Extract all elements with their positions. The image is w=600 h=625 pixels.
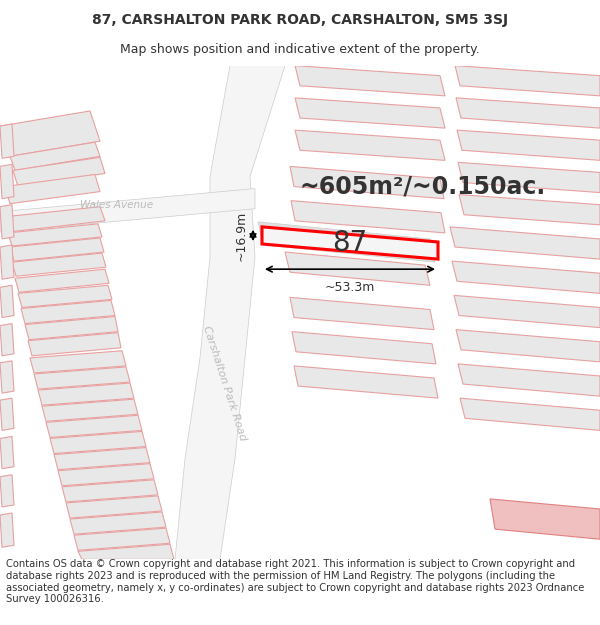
Polygon shape: [54, 448, 150, 470]
Polygon shape: [291, 201, 445, 233]
Polygon shape: [5, 207, 105, 232]
Polygon shape: [0, 111, 100, 156]
Polygon shape: [456, 98, 600, 128]
Polygon shape: [0, 189, 255, 232]
Polygon shape: [21, 301, 115, 324]
Polygon shape: [262, 227, 438, 259]
Polygon shape: [0, 513, 14, 548]
Polygon shape: [458, 364, 600, 396]
Polygon shape: [0, 204, 14, 239]
Polygon shape: [295, 66, 445, 96]
Polygon shape: [0, 124, 14, 158]
Polygon shape: [0, 436, 14, 469]
Polygon shape: [460, 398, 600, 431]
Text: Carshalton Park Road: Carshalton Park Road: [200, 324, 247, 442]
Polygon shape: [15, 269, 109, 292]
Polygon shape: [42, 399, 138, 421]
Polygon shape: [8, 224, 102, 246]
Polygon shape: [38, 383, 134, 405]
Polygon shape: [34, 367, 130, 389]
Polygon shape: [0, 361, 14, 393]
Polygon shape: [456, 329, 600, 362]
Polygon shape: [295, 130, 445, 161]
Polygon shape: [10, 238, 104, 261]
Polygon shape: [458, 162, 600, 192]
Polygon shape: [74, 528, 170, 550]
Polygon shape: [258, 222, 435, 262]
Polygon shape: [13, 158, 105, 186]
Polygon shape: [18, 285, 112, 308]
Polygon shape: [0, 245, 14, 279]
Polygon shape: [0, 285, 14, 318]
Polygon shape: [70, 512, 166, 534]
Polygon shape: [457, 130, 600, 161]
Polygon shape: [285, 252, 430, 285]
Polygon shape: [58, 464, 154, 486]
Polygon shape: [78, 544, 174, 559]
Text: Map shows position and indicative extent of the property.: Map shows position and indicative extent…: [120, 42, 480, 56]
Polygon shape: [294, 366, 438, 398]
Polygon shape: [0, 398, 14, 431]
Text: Wales Avenue: Wales Avenue: [80, 199, 153, 209]
Polygon shape: [12, 253, 106, 276]
Polygon shape: [450, 227, 600, 259]
Polygon shape: [28, 332, 121, 356]
Polygon shape: [459, 194, 600, 225]
Polygon shape: [46, 415, 142, 437]
Polygon shape: [25, 316, 118, 340]
Text: ~16.9m: ~16.9m: [235, 210, 248, 261]
Polygon shape: [290, 298, 434, 329]
Text: ~605m²/~0.150ac.: ~605m²/~0.150ac.: [300, 174, 546, 199]
Polygon shape: [0, 324, 14, 356]
Polygon shape: [295, 98, 445, 128]
Polygon shape: [292, 332, 436, 364]
Polygon shape: [0, 164, 14, 199]
Polygon shape: [0, 475, 14, 507]
Polygon shape: [454, 296, 600, 328]
Polygon shape: [455, 66, 600, 96]
Text: 87, CARSHALTON PARK ROAD, CARSHALTON, SM5 3SJ: 87, CARSHALTON PARK ROAD, CARSHALTON, SM…: [92, 12, 508, 27]
Polygon shape: [50, 431, 146, 454]
Polygon shape: [10, 142, 100, 171]
Polygon shape: [62, 480, 158, 502]
Text: ~53.3m: ~53.3m: [325, 281, 375, 294]
Polygon shape: [490, 499, 600, 539]
Polygon shape: [66, 496, 162, 518]
Polygon shape: [5, 174, 100, 204]
Polygon shape: [175, 66, 285, 559]
Polygon shape: [30, 351, 126, 373]
Polygon shape: [290, 166, 444, 199]
Text: 87: 87: [332, 229, 368, 257]
Polygon shape: [452, 261, 600, 293]
Text: Contains OS data © Crown copyright and database right 2021. This information is : Contains OS data © Crown copyright and d…: [6, 559, 584, 604]
